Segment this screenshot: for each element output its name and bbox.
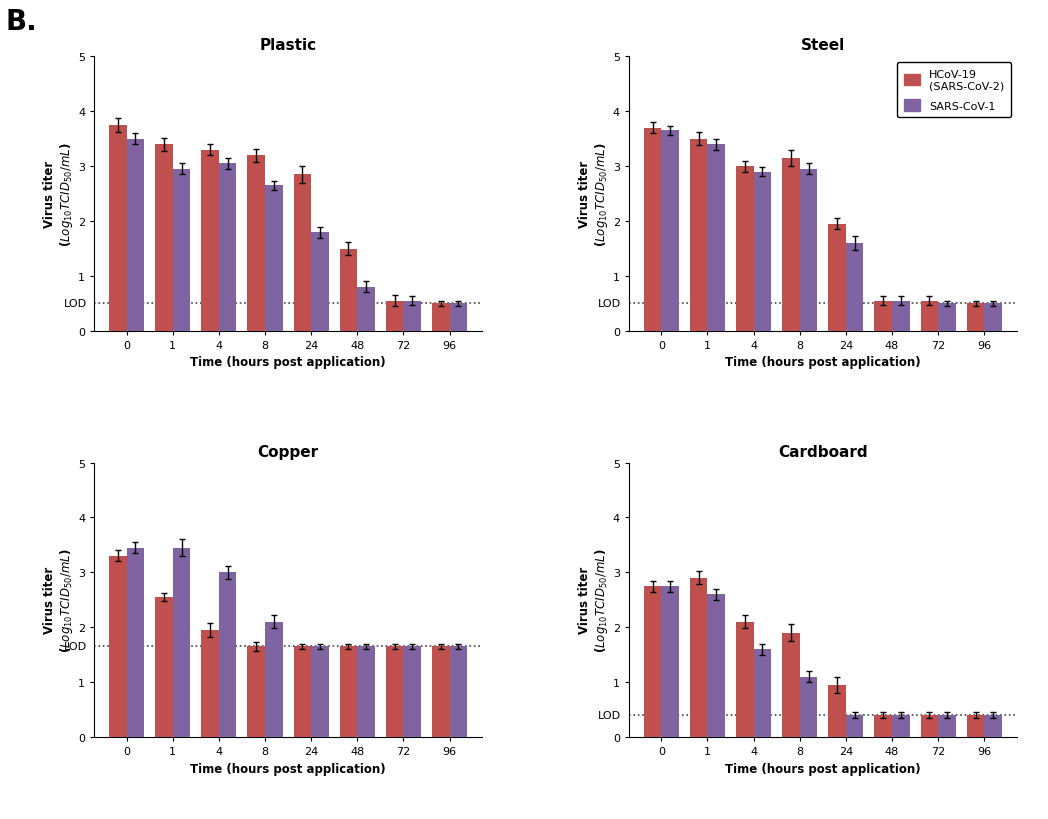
Bar bbox=[293, 647, 311, 737]
Bar bbox=[127, 139, 145, 332]
Bar bbox=[219, 165, 237, 332]
X-axis label: Time (hours post application): Time (hours post application) bbox=[191, 356, 386, 369]
Bar bbox=[828, 685, 846, 737]
Text: LOD: LOD bbox=[64, 641, 87, 652]
Bar bbox=[643, 586, 661, 737]
Bar bbox=[340, 249, 357, 332]
Bar bbox=[754, 649, 771, 737]
Bar bbox=[736, 167, 754, 332]
Bar bbox=[247, 156, 265, 332]
Bar bbox=[984, 715, 1002, 737]
Bar bbox=[707, 595, 725, 737]
Title: Copper: Copper bbox=[258, 444, 319, 459]
Bar bbox=[432, 304, 450, 332]
Bar bbox=[920, 301, 938, 332]
Bar bbox=[800, 676, 817, 737]
Legend: HCoV-19
(SARS-CoV-2), SARS-CoV-1: HCoV-19 (SARS-CoV-2), SARS-CoV-1 bbox=[897, 63, 1011, 118]
Bar bbox=[432, 647, 450, 737]
Bar bbox=[293, 175, 311, 332]
Bar bbox=[109, 556, 127, 737]
Bar bbox=[155, 145, 173, 332]
Bar bbox=[357, 287, 375, 332]
Bar bbox=[109, 126, 127, 332]
Bar bbox=[938, 304, 956, 332]
Y-axis label: Virus titer
($Log_{10}TCID_{50}/mL$): Virus titer ($Log_{10}TCID_{50}/mL$) bbox=[577, 143, 610, 247]
Bar bbox=[127, 548, 145, 737]
Text: LOD: LOD bbox=[64, 299, 87, 309]
Bar bbox=[386, 301, 403, 332]
Bar bbox=[874, 301, 892, 332]
Bar bbox=[736, 622, 754, 737]
Bar bbox=[201, 151, 219, 332]
Y-axis label: Virus titer
($Log_{10}TCID_{50}/mL$): Virus titer ($Log_{10}TCID_{50}/mL$) bbox=[577, 548, 610, 652]
Bar bbox=[800, 170, 817, 332]
Bar bbox=[828, 224, 846, 332]
Text: LOD: LOD bbox=[598, 710, 621, 720]
Bar bbox=[920, 715, 938, 737]
Bar bbox=[707, 145, 725, 332]
Y-axis label: Virus titer
($Log_{10}TCID_{50}/mL$): Virus titer ($Log_{10}TCID_{50}/mL$) bbox=[43, 548, 75, 652]
Y-axis label: Virus titer
($Log_{10}TCID_{50}/mL$): Virus titer ($Log_{10}TCID_{50}/mL$) bbox=[43, 143, 75, 247]
Bar bbox=[754, 173, 771, 332]
Bar bbox=[265, 622, 283, 737]
Bar bbox=[874, 715, 892, 737]
Title: Plastic: Plastic bbox=[260, 38, 316, 53]
Text: LOD: LOD bbox=[598, 299, 621, 309]
Bar bbox=[966, 304, 984, 332]
Bar bbox=[846, 715, 864, 737]
Bar bbox=[690, 578, 707, 737]
Bar bbox=[403, 647, 421, 737]
Bar bbox=[938, 715, 956, 737]
Bar bbox=[155, 597, 173, 737]
Bar bbox=[450, 647, 467, 737]
Bar bbox=[892, 715, 910, 737]
Bar bbox=[357, 647, 375, 737]
Bar bbox=[782, 159, 800, 332]
X-axis label: Time (hours post application): Time (hours post application) bbox=[191, 762, 386, 775]
Bar bbox=[661, 586, 679, 737]
Bar bbox=[690, 139, 707, 332]
Bar bbox=[984, 304, 1002, 332]
Bar bbox=[661, 131, 679, 332]
Bar bbox=[173, 548, 191, 737]
Bar bbox=[201, 630, 219, 737]
Bar bbox=[450, 304, 467, 332]
Title: Steel: Steel bbox=[801, 38, 845, 53]
Bar bbox=[265, 186, 283, 332]
Bar bbox=[247, 647, 265, 737]
Title: Cardboard: Cardboard bbox=[778, 444, 868, 459]
Bar bbox=[782, 633, 800, 737]
Bar bbox=[386, 647, 403, 737]
Bar bbox=[892, 301, 910, 332]
Bar bbox=[340, 647, 357, 737]
Bar bbox=[966, 715, 984, 737]
Bar bbox=[173, 170, 191, 332]
Bar bbox=[219, 572, 237, 737]
Bar bbox=[643, 129, 661, 332]
X-axis label: Time (hours post application): Time (hours post application) bbox=[725, 762, 920, 775]
Text: B.: B. bbox=[5, 8, 37, 36]
Bar bbox=[311, 647, 329, 737]
Bar bbox=[311, 233, 329, 332]
Bar bbox=[846, 244, 864, 332]
Bar bbox=[403, 301, 421, 332]
X-axis label: Time (hours post application): Time (hours post application) bbox=[725, 356, 920, 369]
